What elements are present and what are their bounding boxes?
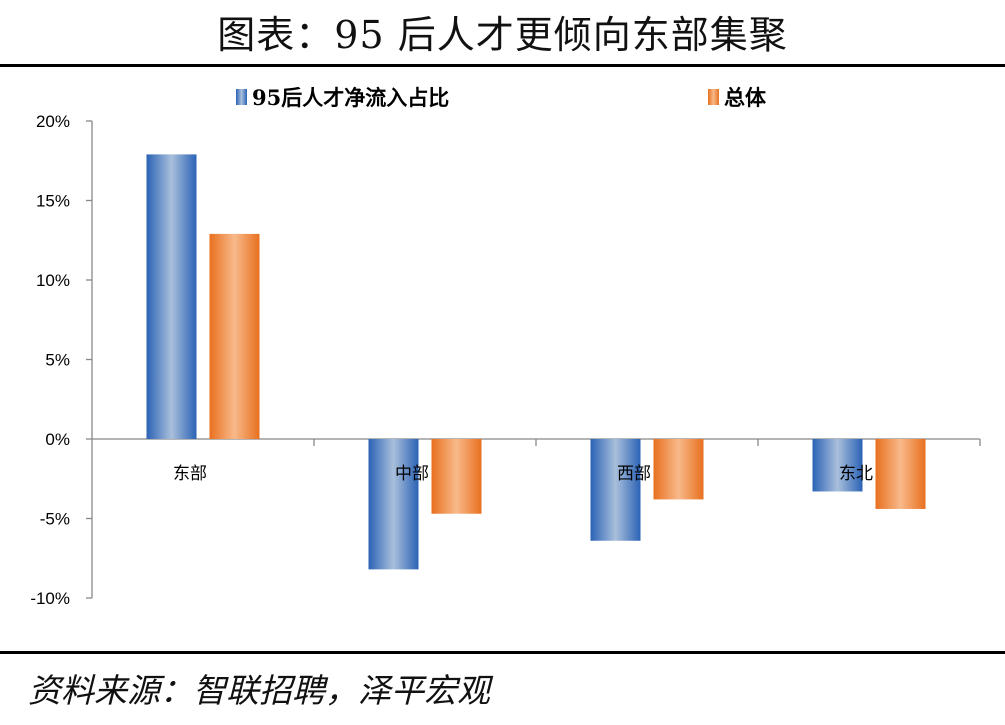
category-label: 东部: [173, 464, 207, 484]
chart-title: 图表：95 后人才更倾向东部集聚: [217, 12, 788, 57]
y-tick-label: 20%: [36, 112, 70, 131]
category-label: 东北: [839, 464, 873, 484]
category-label: 中部: [395, 464, 429, 484]
bar-series-1: [368, 439, 419, 570]
bar-series-2: [653, 439, 704, 500]
category-label: 西部: [617, 464, 651, 484]
title-divider: [0, 64, 1005, 67]
bar-series-2: [209, 233, 260, 439]
y-tick-label: 10%: [36, 271, 70, 290]
y-tick-label: -5%: [40, 510, 70, 529]
y-tick-label: 5%: [45, 351, 70, 370]
bar-series-2: [431, 439, 482, 514]
category-labels: 东部 中部 西部 东北: [173, 464, 873, 484]
bar-series-1: [812, 439, 863, 492]
y-tick-label: 15%: [36, 192, 70, 211]
bar-series-2: [875, 439, 926, 509]
bar-series-1: [590, 439, 641, 541]
y-tick-label: -10%: [30, 589, 70, 608]
legend-label-series-2: 总体: [724, 85, 767, 110]
footer-divider: [0, 651, 1005, 654]
y-tick-label: 0%: [45, 430, 70, 449]
legend-swatch-series-1: [236, 89, 247, 105]
legend: 95后人才净流入占比 总体: [236, 85, 767, 110]
legend-swatch-series-2: [708, 89, 719, 105]
source-note: 资料来源：智联招聘，泽平宏观: [28, 671, 490, 710]
bar-chart: 95后人才净流入占比 总体 20% 15% 10% 5% 0% -5% -10% 东部 中部 西…: [30, 85, 981, 608]
legend-label-series-1: 95后人才净流入占比: [252, 85, 449, 110]
bars: [146, 154, 926, 570]
bar-series-1: [146, 154, 197, 439]
